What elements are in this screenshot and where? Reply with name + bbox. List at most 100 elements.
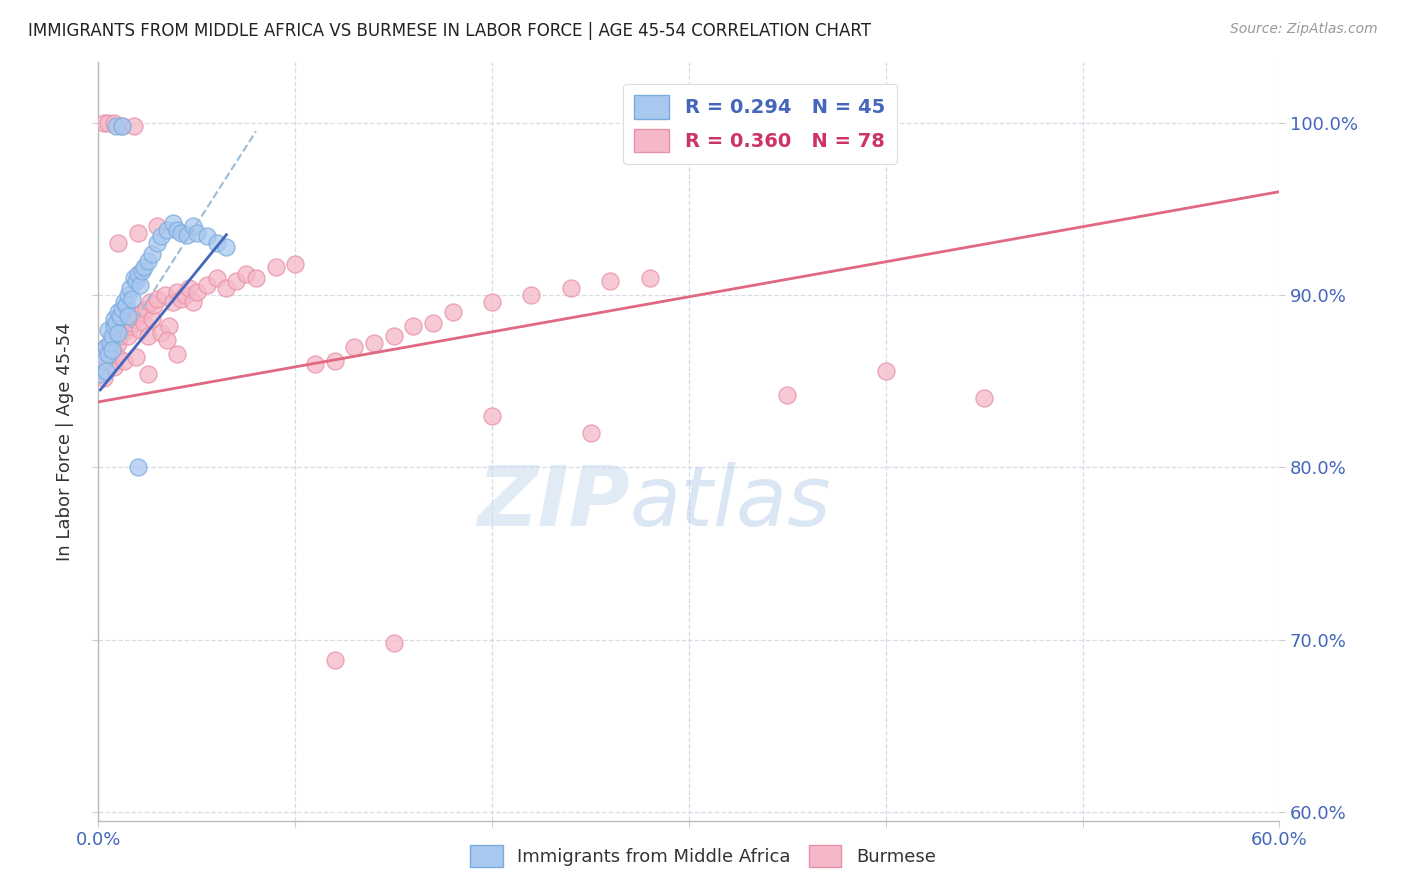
Point (225, 274, 247, 288)
Point (115, 298, 138, 312)
Point (422, 316, 444, 330)
Point (195, 277, 218, 292)
Point (101, 329, 124, 343)
Point (112, 295, 135, 310)
Point (156, 333, 179, 347)
Point (98, 343, 121, 358)
Point (132, 316, 155, 330)
Point (579, 425, 602, 440)
Point (136, 329, 159, 343)
Point (108, 309, 131, 323)
Text: atlas: atlas (630, 462, 831, 542)
Point (93, 353, 115, 368)
Y-axis label: In Labor Force | Age 45-54: In Labor Force | Age 45-54 (56, 322, 75, 561)
Point (186, 226, 208, 240)
Point (122, 119, 145, 133)
Point (105, 346, 128, 360)
Point (97, 346, 120, 360)
Point (205, 236, 228, 251)
Point (97, 116, 120, 130)
Point (91, 350, 114, 364)
Point (181, 295, 204, 310)
Point (111, 119, 134, 133)
Point (89, 364, 111, 378)
Point (156, 222, 179, 236)
Point (105, 119, 128, 133)
Point (177, 281, 200, 295)
Point (638, 270, 661, 285)
Point (136, 368, 159, 382)
Point (135, 301, 157, 316)
Point (481, 295, 503, 310)
Point (166, 222, 188, 236)
Point (118, 281, 141, 295)
Point (973, 392, 995, 406)
Point (136, 253, 159, 268)
Point (875, 364, 897, 378)
Point (127, 268, 149, 282)
Point (170, 292, 193, 306)
Point (128, 322, 150, 336)
Point (111, 119, 134, 133)
Point (101, 343, 124, 358)
Point (186, 285, 208, 299)
Legend: R = 0.294   N = 45, R = 0.360   N = 78: R = 0.294 N = 45, R = 0.360 N = 78 (623, 84, 897, 164)
Point (127, 309, 149, 323)
Point (560, 281, 582, 295)
Point (117, 309, 139, 323)
Point (121, 316, 143, 330)
Point (131, 264, 153, 278)
Point (118, 319, 141, 334)
Point (284, 257, 307, 271)
Point (382, 329, 405, 343)
Point (215, 240, 238, 254)
Point (122, 270, 145, 285)
Point (115, 322, 138, 336)
Point (132, 260, 155, 275)
Point (96, 340, 118, 354)
Point (101, 333, 124, 347)
Point (776, 388, 799, 402)
Point (138, 295, 160, 310)
Point (170, 226, 193, 240)
Point (107, 336, 129, 351)
Point (323, 653, 346, 667)
Point (96, 340, 118, 354)
Point (343, 340, 366, 354)
Point (122, 312, 145, 326)
Point (93, 116, 115, 130)
Point (155, 288, 177, 302)
Text: Source: ZipAtlas.com: Source: ZipAtlas.com (1230, 22, 1378, 37)
Point (141, 246, 163, 260)
Point (111, 301, 134, 316)
Point (195, 229, 218, 244)
Point (112, 353, 135, 368)
Point (215, 281, 238, 295)
Point (181, 219, 204, 234)
Point (127, 460, 149, 475)
Point (89, 368, 111, 382)
Point (162, 295, 184, 310)
Point (441, 305, 464, 319)
Point (176, 227, 198, 242)
Point (146, 219, 169, 234)
Point (128, 277, 150, 292)
Point (103, 312, 125, 326)
Point (117, 329, 139, 343)
Text: ZIP: ZIP (477, 462, 630, 542)
Point (304, 357, 326, 371)
Point (174, 288, 197, 302)
Legend: Immigrants from Middle Africa, Burmese: Immigrants from Middle Africa, Burmese (463, 838, 943, 874)
Point (205, 270, 228, 285)
Point (121, 292, 143, 306)
Point (107, 236, 129, 251)
Point (105, 316, 128, 330)
Point (103, 360, 125, 375)
Point (125, 350, 148, 364)
Point (363, 336, 385, 351)
Point (141, 312, 163, 326)
Point (97, 322, 120, 336)
Point (150, 326, 173, 340)
Point (402, 319, 425, 334)
Point (520, 288, 543, 302)
